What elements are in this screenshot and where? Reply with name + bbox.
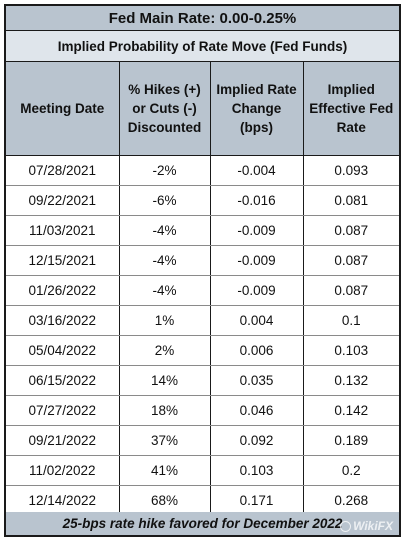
- watermark: WikiFX: [340, 519, 393, 533]
- table-footer: 25-bps rate hike favored for December 20…: [6, 512, 399, 535]
- probability-table: Meeting Date % Hikes (+) or Cuts (-) Dis…: [6, 62, 399, 516]
- cell-meeting-date: 03/16/2022: [6, 305, 120, 336]
- table-row: 05/04/2022 2% 0.006 0.103: [6, 335, 399, 366]
- cell-rate-change: 0.004: [210, 305, 304, 336]
- cell-rate-change: 0.171: [210, 485, 304, 516]
- cell-effective-rate: 0.093: [303, 155, 399, 186]
- header-rate-change: Implied Rate Change (bps): [210, 62, 304, 156]
- cell-effective-rate: 0.1: [303, 305, 399, 336]
- table-row: 11/02/2022 41% 0.103 0.2: [6, 455, 399, 486]
- cell-rate-change: 0.046: [210, 395, 304, 426]
- table-row: 11/03/2021 -4% -0.009 0.087: [6, 215, 399, 246]
- cell-rate-change: -0.004: [210, 155, 304, 186]
- cell-effective-rate: 0.142: [303, 395, 399, 426]
- cell-meeting-date: 07/28/2021: [6, 155, 120, 186]
- cell-hikes-cuts: 18%: [119, 395, 211, 426]
- table-row: 07/27/2022 18% 0.046 0.142: [6, 395, 399, 426]
- table-row: 06/15/2022 14% 0.035 0.132: [6, 365, 399, 396]
- cell-rate-change: 0.092: [210, 425, 304, 456]
- cell-hikes-cuts: 37%: [119, 425, 211, 456]
- cell-meeting-date: 05/04/2022: [6, 335, 120, 366]
- header-meeting-date: Meeting Date: [6, 62, 120, 156]
- cell-meeting-date: 12/14/2022: [6, 485, 120, 516]
- table-subtitle: Implied Probability of Rate Move (Fed Fu…: [6, 31, 399, 62]
- cell-effective-rate: 0.087: [303, 275, 399, 306]
- table-row: 12/14/2022 68% 0.171 0.268: [6, 485, 399, 516]
- cell-hikes-cuts: -6%: [119, 185, 211, 216]
- table-row: 12/15/2021 -4% -0.009 0.087: [6, 245, 399, 276]
- cell-meeting-date: 11/02/2022: [6, 455, 120, 486]
- table-row: 01/26/2022 -4% -0.009 0.087: [6, 275, 399, 306]
- cell-rate-change: -0.009: [210, 215, 304, 246]
- cell-meeting-date: 11/03/2021: [6, 215, 120, 246]
- cell-rate-change: -0.009: [210, 275, 304, 306]
- cell-hikes-cuts: -4%: [119, 215, 211, 246]
- cell-meeting-date: 06/15/2022: [6, 365, 120, 396]
- cell-meeting-date: 12/15/2021: [6, 245, 120, 276]
- table-row: 09/21/2022 37% 0.092 0.189: [6, 425, 399, 456]
- table-row: 07/28/2021 -2% -0.004 0.093: [6, 155, 399, 186]
- cell-rate-change: 0.035: [210, 365, 304, 396]
- watermark-logo-icon: [340, 520, 352, 532]
- header-effective-rate: Implied Effective Fed Rate: [303, 62, 399, 156]
- cell-effective-rate: 0.2: [303, 455, 399, 486]
- watermark-text: WikiFX: [353, 519, 393, 533]
- cell-meeting-date: 09/21/2022: [6, 425, 120, 456]
- header-row: Meeting Date % Hikes (+) or Cuts (-) Dis…: [6, 62, 399, 156]
- cell-rate-change: 0.103: [210, 455, 304, 486]
- cell-hikes-cuts: -4%: [119, 275, 211, 306]
- cell-effective-rate: 0.189: [303, 425, 399, 456]
- cell-effective-rate: 0.268: [303, 485, 399, 516]
- cell-hikes-cuts: 41%: [119, 455, 211, 486]
- header-hikes-cuts: % Hikes (+) or Cuts (-) Discounted: [119, 62, 211, 156]
- cell-effective-rate: 0.087: [303, 215, 399, 246]
- cell-meeting-date: 07/27/2022: [6, 395, 120, 426]
- cell-effective-rate: 0.087: [303, 245, 399, 276]
- cell-hikes-cuts: 14%: [119, 365, 211, 396]
- cell-effective-rate: 0.132: [303, 365, 399, 396]
- cell-meeting-date: 01/26/2022: [6, 275, 120, 306]
- cell-hikes-cuts: 1%: [119, 305, 211, 336]
- cell-rate-change: -0.009: [210, 245, 304, 276]
- cell-hikes-cuts: 68%: [119, 485, 211, 516]
- rate-table-panel: Fed Main Rate: 0.00-0.25% Implied Probab…: [4, 4, 401, 537]
- cell-rate-change: 0.006: [210, 335, 304, 366]
- footer-text: 25-bps rate hike favored for December 20…: [62, 516, 343, 531]
- table-row: 09/22/2021 -6% -0.016 0.081: [6, 185, 399, 216]
- cell-effective-rate: 0.103: [303, 335, 399, 366]
- cell-hikes-cuts: -4%: [119, 245, 211, 276]
- cell-hikes-cuts: 2%: [119, 335, 211, 366]
- cell-hikes-cuts: -2%: [119, 155, 211, 186]
- cell-effective-rate: 0.081: [303, 185, 399, 216]
- cell-rate-change: -0.016: [210, 185, 304, 216]
- table-row: 03/16/2022 1% 0.004 0.1: [6, 305, 399, 336]
- table-title: Fed Main Rate: 0.00-0.25%: [6, 6, 399, 31]
- cell-meeting-date: 09/22/2021: [6, 185, 120, 216]
